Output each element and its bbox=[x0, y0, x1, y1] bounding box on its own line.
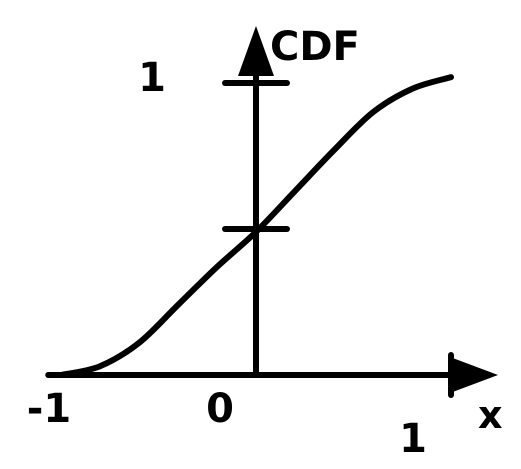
labels: CDF x bbox=[270, 24, 503, 437]
x-tick-label: 0 bbox=[206, 386, 234, 432]
x-axis-arrowhead bbox=[450, 357, 498, 393]
series bbox=[58, 74, 454, 378]
axes bbox=[45, 26, 498, 393]
ticks: 1 -1 0 1 bbox=[27, 55, 454, 462]
y-tick-label: 1 bbox=[138, 55, 166, 101]
y-axis-label: CDF bbox=[270, 24, 360, 70]
y-axis-arrowhead bbox=[238, 26, 274, 76]
cdf-curve bbox=[58, 74, 454, 378]
x-tick-label: 1 bbox=[399, 416, 427, 462]
x-tick-label: -1 bbox=[27, 386, 71, 432]
x-axis-label: x bbox=[478, 393, 503, 437]
